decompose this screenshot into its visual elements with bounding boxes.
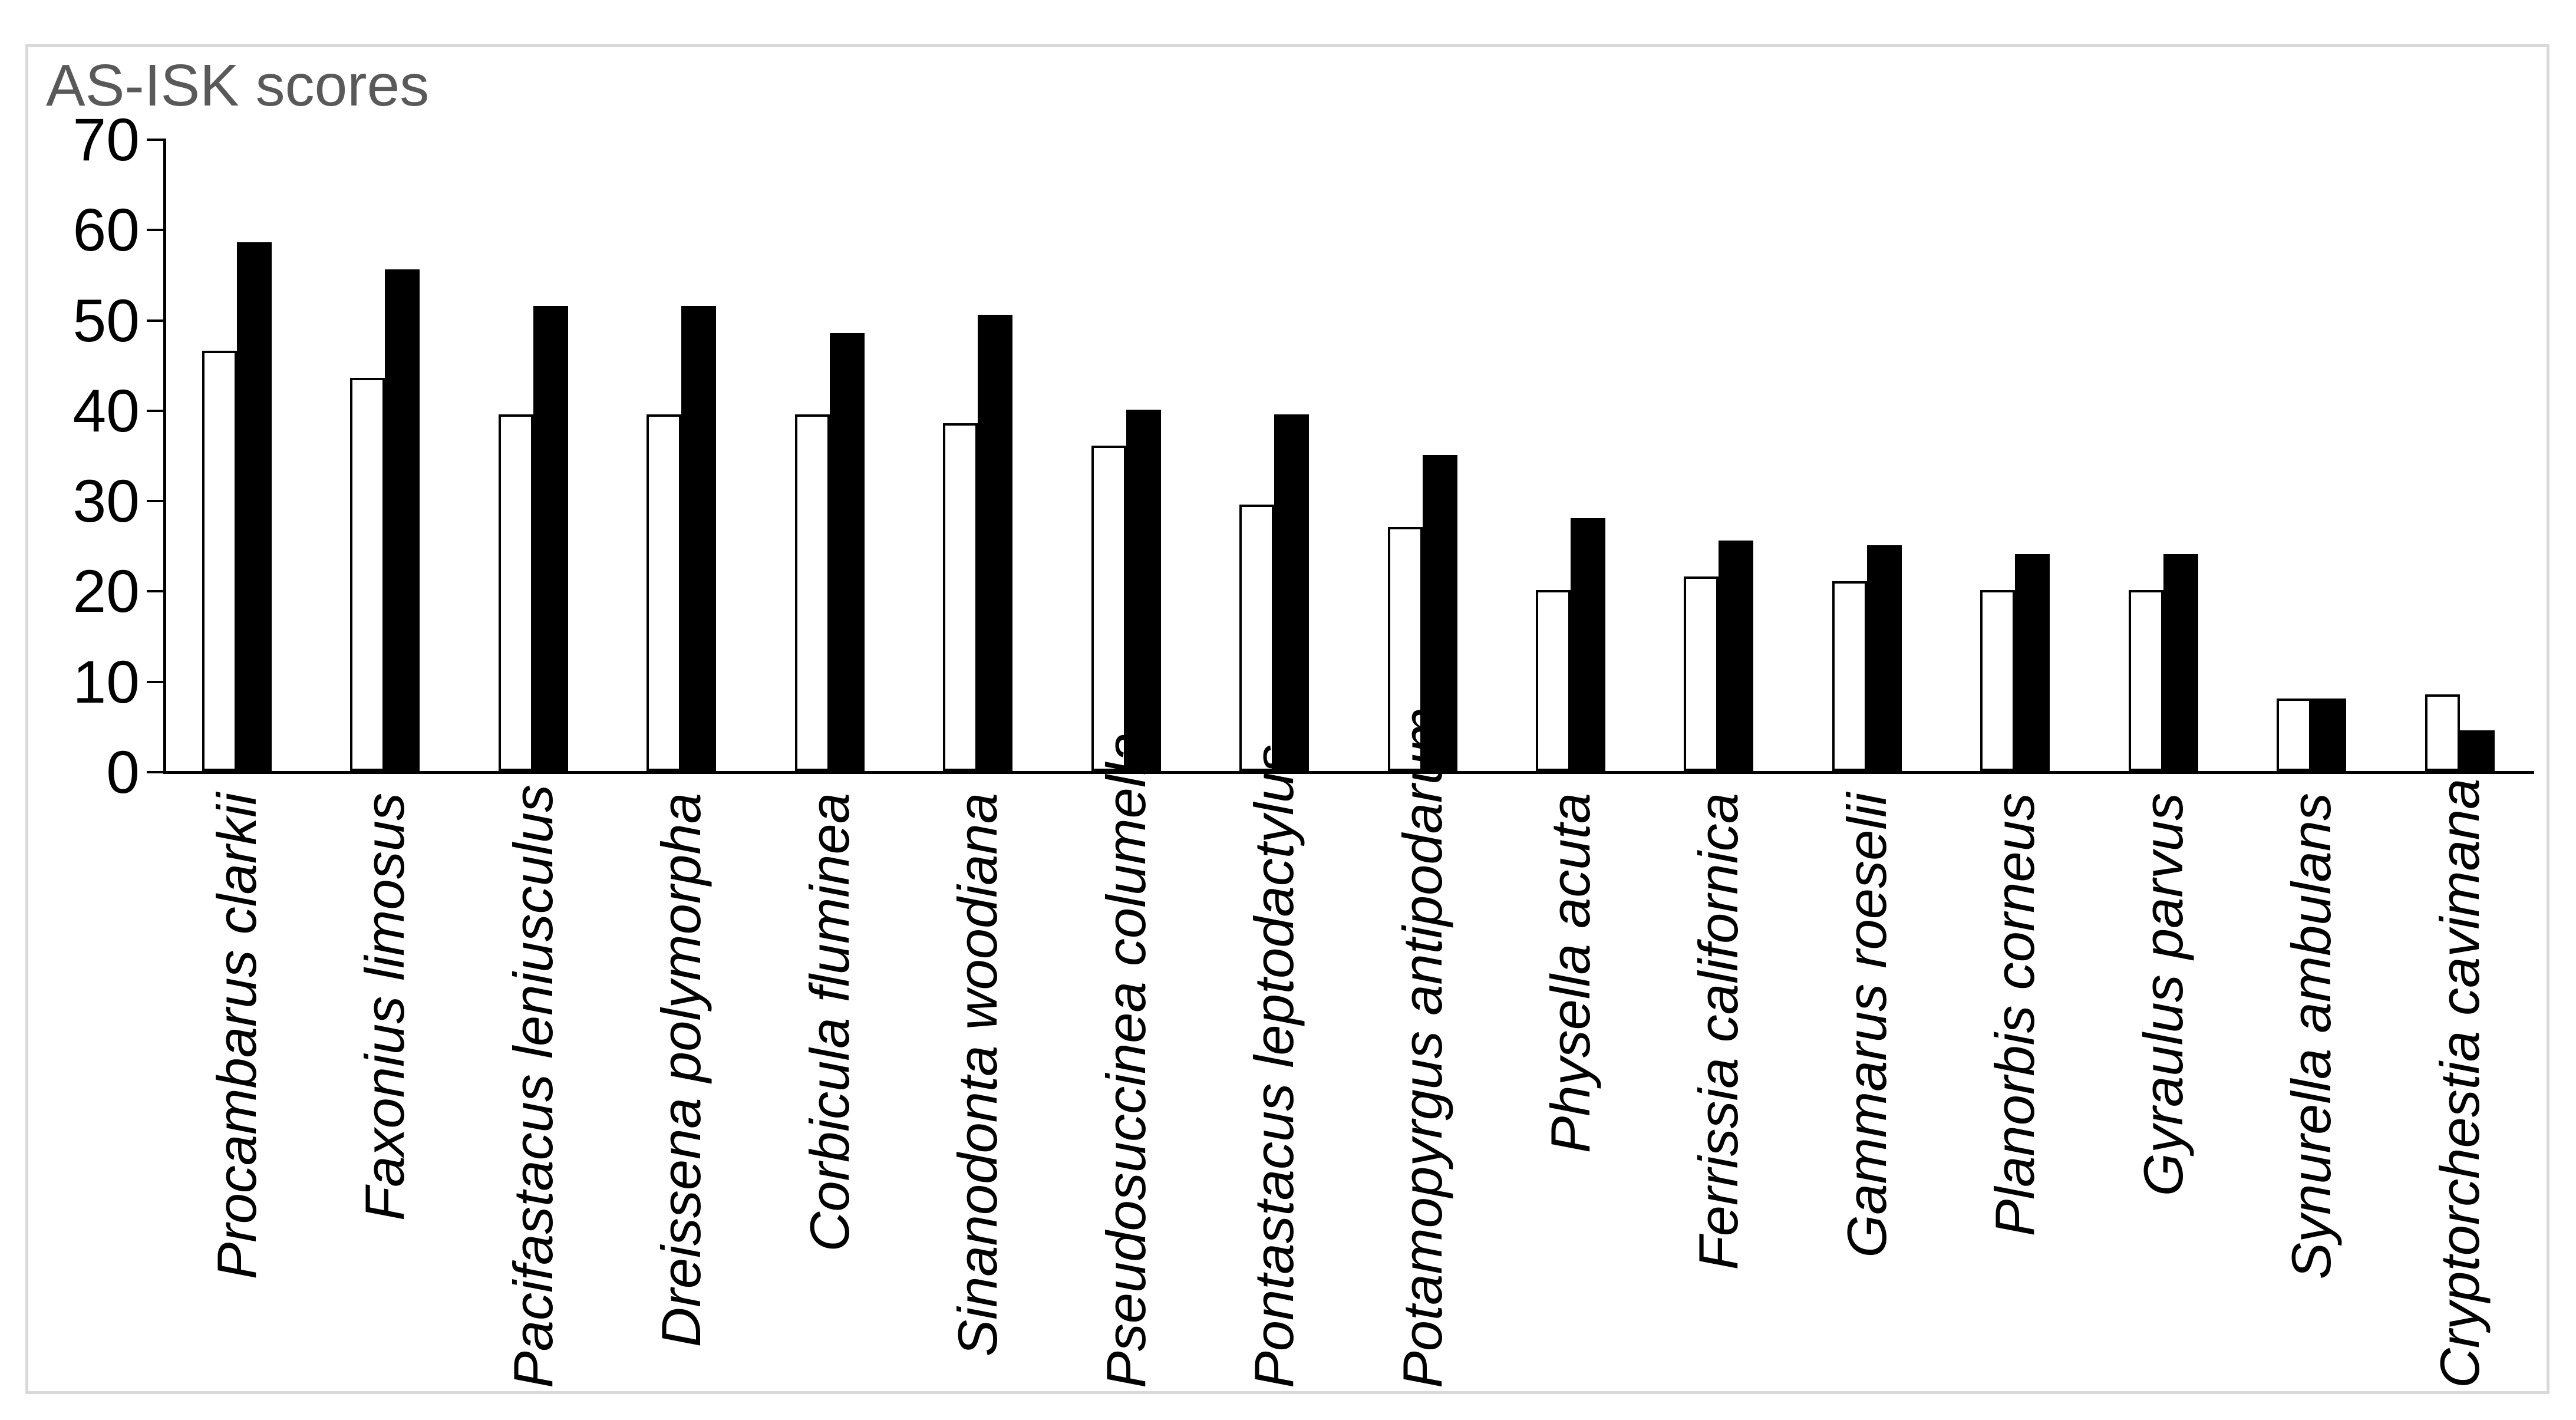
x-axis-label-7: Pontastacus leptodactylus [1243,744,1305,1388]
bar-black-14 [2311,699,2347,771]
bar-black-5 [978,314,1013,771]
x-axis-label-11: Gammarus roeselii [1835,793,1898,1258]
x-axis-label-0: Procambarus clarkii [206,793,268,1280]
bar-white-3 [647,414,682,771]
bar-white-13 [2128,590,2163,771]
bar-white-4 [794,414,830,771]
x-axis-label-14: Synurella ambulans [2280,793,2343,1280]
y-axis-tick [147,409,163,412]
bar-white-0 [202,351,237,771]
bar-white-5 [943,423,978,771]
bar-black-3 [681,305,717,771]
bar-white-8 [1387,527,1423,771]
x-axis-label-12: Planorbis corneus [1984,793,2046,1237]
chart-title: AS-ISK scores [46,52,430,118]
bar-white-10 [1684,576,1719,771]
x-axis-label-2: Pacifastacus leniusculus [502,784,564,1388]
bar-black-7 [1274,414,1310,771]
bar-black-10 [1719,541,1754,771]
y-axis-tick [147,680,163,683]
x-axis-label-3: Dreissena polymorpha [650,793,713,1347]
y-axis-tick [147,500,163,503]
bar-black-0 [237,242,272,771]
figure-border [25,44,2549,1394]
y-axis-tick [147,590,163,593]
bar-black-11 [1866,545,1902,771]
x-axis-label-5: Sinanodonta woodiana [946,793,1009,1357]
bar-black-6 [1126,409,1161,771]
y-axis-tick-label: 60 [72,196,140,264]
bar-white-12 [1980,590,2016,771]
y-axis-tick-label: 70 [72,106,140,173]
bar-black-15 [2459,730,2495,771]
x-axis-line [163,771,2534,774]
y-axis-tick-label: 0 [106,739,140,806]
x-axis-label-10: Ferrissia californica [1687,793,1750,1270]
bar-black-1 [385,269,420,771]
bar-white-11 [1832,581,1867,771]
bar-white-15 [2425,694,2460,771]
y-axis-tick-label: 50 [72,286,140,354]
y-axis-tick [147,139,163,141]
bar-white-7 [1239,504,1275,771]
x-axis-label-6: Pseudosuccinea columella [1094,732,1157,1388]
y-axis-tick [147,229,163,232]
bar-white-2 [498,414,533,771]
y-axis-tick-label: 40 [72,377,140,444]
x-axis-label-15: Cryptorchestia cavimana [2428,778,2491,1388]
bar-white-9 [1535,590,1571,771]
y-axis-tick-label: 10 [72,648,140,716]
x-axis-label-9: Physella acuta [1539,793,1601,1154]
bar-black-13 [2163,554,2198,771]
y-axis-tick-label: 20 [72,558,140,625]
bar-white-14 [2277,699,2312,771]
y-axis-tick [147,771,163,773]
y-axis-line [163,139,166,774]
x-axis-label-8: Potamopyrgus antipodarum [1391,707,1453,1388]
x-axis-label-4: Corbicula fluminea [798,793,860,1252]
bar-white-6 [1091,446,1126,771]
y-axis-tick [147,319,163,322]
bar-black-4 [829,332,865,771]
x-axis-label-13: Gyraulus parvus [2132,793,2194,1197]
bar-white-1 [350,378,385,771]
bar-black-2 [533,305,568,771]
bar-black-12 [2015,554,2050,771]
y-axis-tick-label: 30 [72,467,140,535]
bar-black-9 [1570,518,1605,771]
x-axis-label-1: Faxonius limosus [354,793,416,1221]
bar-black-8 [1422,454,1457,771]
